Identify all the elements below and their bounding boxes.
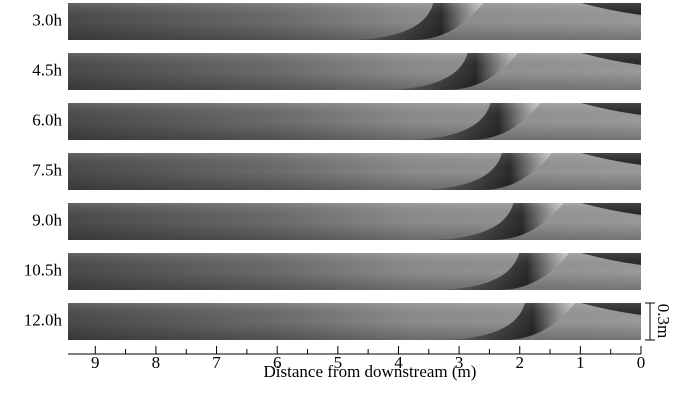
strips bbox=[68, 3, 641, 340]
x-tick-label: 2 bbox=[515, 353, 524, 372]
x-tick-label: 6 bbox=[273, 353, 282, 372]
panel-label: 3.0h bbox=[32, 10, 62, 29]
strip bbox=[68, 53, 641, 90]
strip bbox=[68, 153, 641, 190]
x-tick-label: 1 bbox=[576, 353, 585, 372]
strip-shade bbox=[68, 53, 641, 90]
panel-label: 4.5h bbox=[32, 60, 62, 79]
x-tick-label: 0 bbox=[637, 353, 646, 372]
strip-shade bbox=[68, 303, 641, 340]
strip bbox=[68, 253, 641, 290]
strip-shade bbox=[68, 103, 641, 140]
x-tick-label: 7 bbox=[212, 353, 221, 372]
strip bbox=[68, 3, 641, 40]
strip-shade bbox=[68, 253, 641, 290]
strip-shade bbox=[68, 203, 641, 240]
strip bbox=[68, 203, 641, 240]
strip bbox=[68, 103, 641, 140]
panel-label: 9.0h bbox=[32, 210, 62, 229]
x-tick-label: 4 bbox=[394, 353, 403, 372]
panel-label: 10.5h bbox=[24, 260, 63, 279]
x-tick-label: 3 bbox=[455, 353, 464, 372]
strip-shade bbox=[68, 153, 641, 190]
strip bbox=[68, 303, 641, 340]
strip-shade bbox=[68, 3, 641, 40]
panel-label: 6.0h bbox=[32, 110, 62, 129]
scale-bar: 0.3m bbox=[645, 302, 673, 341]
panel-label: 12.0h bbox=[24, 310, 63, 329]
x-tick-label: 9 bbox=[91, 353, 100, 372]
x-axis-label: Distance from downstream (m) bbox=[264, 362, 477, 381]
x-tick-label: 5 bbox=[334, 353, 343, 372]
scale-bar-label: 0.3m bbox=[654, 304, 673, 338]
x-tick-label: 8 bbox=[152, 353, 161, 372]
panel-label: 7.5h bbox=[32, 160, 62, 179]
